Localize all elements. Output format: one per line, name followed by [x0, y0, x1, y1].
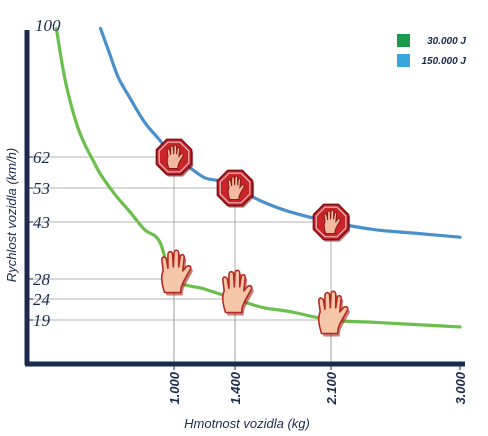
raised-hand-icon	[160, 249, 193, 296]
x-tick-labels: 1.000 1.400 2.100 3.000	[167, 364, 468, 406]
y-tick-label: 19	[33, 311, 51, 330]
x-tick-label: 3.000	[453, 371, 468, 404]
stop-sign-hand-icon	[216, 169, 255, 208]
y-tick-label: 24	[33, 290, 51, 309]
legend-swatch	[397, 54, 410, 67]
legend-swatch	[397, 34, 410, 47]
stop-sign-hand-icon	[155, 138, 194, 177]
stop-sign-hand-icon	[312, 203, 351, 242]
y-axis-label: Rychlost vozidla (km/h)	[4, 148, 19, 282]
x-axis-label: Hmotnost vozidla (kg)	[184, 416, 310, 431]
legend-label: 30.000 J	[427, 36, 466, 47]
y-tick-label: 43	[33, 213, 50, 232]
y-tick-label: 53	[33, 179, 50, 198]
markers	[155, 138, 351, 337]
raised-hand-icon	[221, 269, 254, 316]
raised-hand-icon	[317, 290, 350, 337]
legend: 30.000 J 150.000 J	[397, 34, 466, 67]
y-tick-label: 62	[33, 148, 51, 167]
series-lines	[54, 26, 462, 329]
x-tick-label: 1.000	[167, 371, 182, 404]
legend-label: 150.000 J	[422, 56, 467, 67]
y-tick-label: 100	[35, 16, 61, 35]
x-tick-label: 2.100	[324, 371, 339, 405]
axes	[24, 30, 465, 367]
y-tick-label: 28	[33, 270, 51, 289]
x-tick-label: 1.400	[228, 371, 243, 404]
